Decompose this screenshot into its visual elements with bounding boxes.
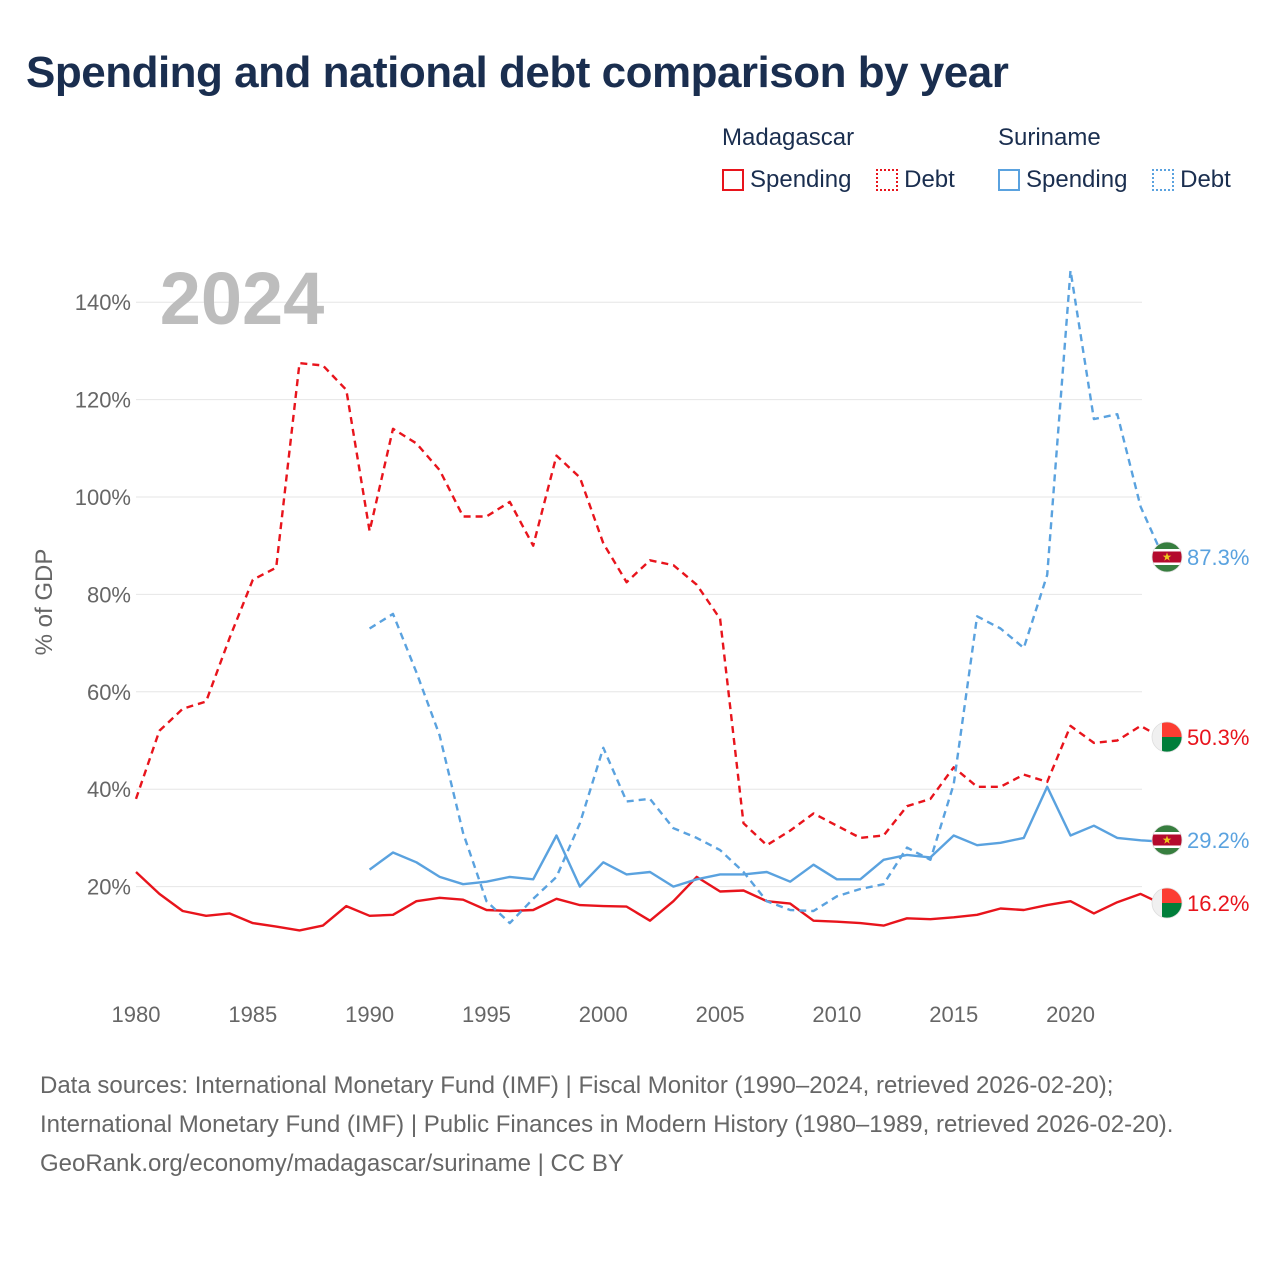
solid-swatch-icon	[722, 169, 744, 191]
x-tick-label: 1995	[462, 1002, 511, 1027]
x-tick-label: 1980	[112, 1002, 161, 1027]
page-title: Spending and national debt comparison by…	[26, 48, 1009, 97]
legend-label: Debt	[904, 166, 955, 193]
legend-country-madagascar: Madagascar	[722, 124, 855, 151]
y-tick-label: 80%	[87, 582, 131, 607]
y-tick-label: 20%	[87, 875, 131, 900]
madagascar-flag-icon	[1151, 887, 1183, 919]
y-axis-title: % of GDP	[31, 549, 58, 656]
end-value-label: 16.2%	[1187, 891, 1249, 916]
dotted-swatch-icon	[1152, 169, 1175, 191]
source-text: Data sources: International Monetary Fun…	[40, 1072, 1174, 1138]
x-tick-label: 1985	[228, 1002, 277, 1027]
series-line-madagascar-spending	[135, 871, 1165, 932]
legend-suriname-debt[interactable]: Debt	[1152, 166, 1231, 194]
x-tick-label: 2020	[1046, 1002, 1095, 1027]
legend-madagascar: Madagascar Spending Debt	[722, 124, 973, 198]
source-credit: GeoRank.org/economy/madagascar/suriname …	[40, 1150, 624, 1177]
end-value-label: 87.3%	[1187, 545, 1249, 570]
y-tick-label: 60%	[87, 680, 131, 705]
legend-label: Spending	[750, 166, 852, 193]
series-line-madagascar-debt	[134, 361, 1165, 847]
legend-label: Debt	[1180, 166, 1231, 193]
y-tick-label: 120%	[75, 388, 131, 413]
line-chart: 20% 40% 60% 80% 100% 120% 140% 1980 1985 1990 1995…	[31, 257, 1249, 1027]
x-tick-label: 2005	[696, 1002, 745, 1027]
legend-suriname-spending[interactable]: Spending	[998, 166, 1127, 194]
x-tick-label: 2010	[812, 1002, 861, 1027]
end-value-label: 29.2%	[1187, 828, 1249, 853]
year-watermark: 2024	[160, 257, 325, 340]
x-tick-label: 1990	[345, 1002, 394, 1027]
legend-madagascar-debt[interactable]: Debt	[876, 166, 955, 194]
y-tick-label: 140%	[75, 290, 131, 315]
legend-suriname: Suriname Spending Debt	[998, 124, 1231, 198]
suriname-flag-icon	[1151, 824, 1183, 856]
dotted-swatch-icon	[876, 169, 899, 191]
x-tick-label: 2000	[579, 1002, 628, 1027]
end-value-label: 50.3%	[1187, 725, 1249, 750]
series-line-suriname-spending	[368, 785, 1165, 888]
y-tick-label: 100%	[75, 485, 131, 510]
suriname-flag-icon	[1151, 541, 1183, 573]
madagascar-flag-icon	[1151, 721, 1183, 753]
legend-country-suriname: Suriname	[998, 124, 1101, 151]
solid-swatch-icon	[998, 169, 1020, 191]
legend-madagascar-spending[interactable]: Spending	[722, 166, 851, 194]
source-notes: Data sources: International Monetary Fun…	[40, 1066, 1240, 1183]
series-line-suriname-debt	[368, 269, 1166, 925]
y-tick-label: 40%	[87, 777, 131, 802]
x-tick-label: 2015	[929, 1002, 978, 1027]
legend-label: Spending	[1026, 166, 1128, 193]
